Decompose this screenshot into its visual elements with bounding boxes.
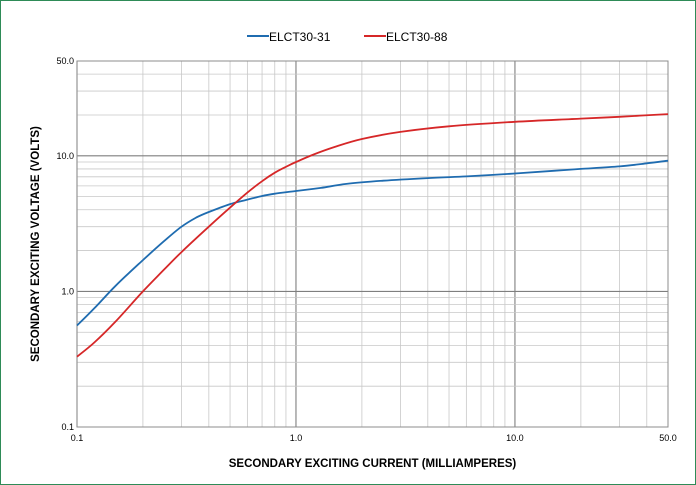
- series-line-elct30-31: [76, 159, 669, 327]
- y-tick-label: 10.0: [56, 151, 74, 161]
- y-tick-label: 1.0: [61, 286, 74, 296]
- x-axis-title: SECONDARY EXCITING CURRENT (MILLIAMPERES…: [229, 458, 517, 470]
- x-tick-labels: 0.1 1.0 10.0 50.0: [71, 433, 677, 443]
- grid: [76, 60, 669, 428]
- series-line-elct30-88: [76, 113, 669, 358]
- series-lines: [76, 113, 669, 358]
- y-axis-title: SECONDARY EXCITING VOLTAGE (VOLTS): [30, 126, 42, 362]
- y-tick-label: 0.1: [61, 422, 74, 432]
- x-tick-label: 10.0: [506, 433, 524, 443]
- y-tick-label: 50.0: [56, 56, 74, 66]
- x-tick-label: 1.0: [290, 433, 303, 443]
- legend: ELCT30-31 ELCT30-88: [247, 30, 448, 44]
- x-tick-label: 50.0: [659, 433, 677, 443]
- plot-area: [76, 60, 669, 428]
- legend-label-elct30-31: ELCT30-31: [269, 30, 331, 44]
- legend-label-elct30-88: ELCT30-88: [386, 30, 448, 44]
- y-tick-labels: 0.1 1.0 10.0 50.0: [56, 56, 74, 432]
- x-tick-label: 0.1: [71, 433, 84, 443]
